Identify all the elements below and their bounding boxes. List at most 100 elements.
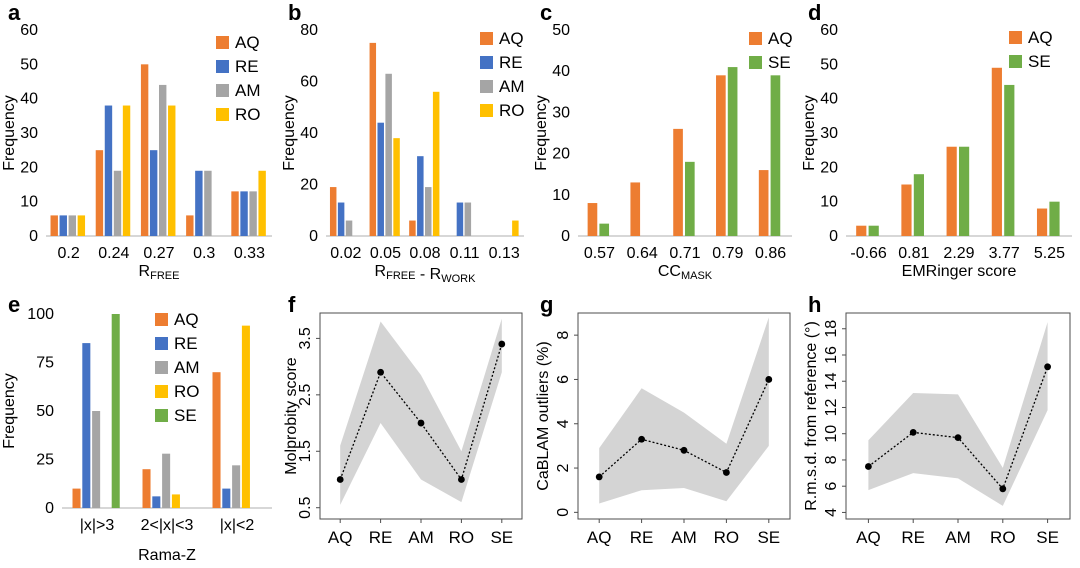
svg-text:8: 8 (823, 455, 840, 464)
svg-text:Molprobity score: Molprobity score (283, 357, 300, 474)
svg-text:AQ: AQ (328, 528, 353, 547)
svg-text:h: h (808, 292, 821, 317)
svg-text:40: 40 (300, 125, 318, 142)
svg-text:SE: SE (174, 406, 197, 425)
svg-text:10: 10 (552, 187, 570, 204)
svg-text:0.3: 0.3 (193, 245, 215, 262)
svg-text:RO: RO (174, 382, 200, 401)
svg-text:3.77: 3.77 (989, 245, 1020, 262)
svg-text:RE: RE (499, 53, 523, 72)
svg-text:0: 0 (555, 508, 572, 517)
svg-text:2<|x|<3: 2<|x|<3 (141, 517, 194, 534)
svg-text:4: 4 (823, 508, 840, 517)
svg-text:0.79: 0.79 (712, 245, 743, 262)
svg-text:60: 60 (20, 22, 38, 39)
svg-text:14: 14 (823, 372, 840, 390)
svg-text:0.05: 0.05 (370, 245, 401, 262)
svg-text:Frequency: Frequency (281, 95, 298, 171)
svg-text:2: 2 (555, 464, 572, 473)
svg-text:0: 0 (561, 228, 570, 245)
svg-text:0.5: 0.5 (297, 496, 314, 518)
svg-text:5.25: 5.25 (1034, 245, 1065, 262)
svg-text:EMRinger score: EMRinger score (902, 263, 1017, 280)
svg-text:12: 12 (823, 398, 840, 416)
svg-text:AQ: AQ (1028, 28, 1053, 47)
svg-text:Frequency: Frequency (1, 373, 18, 449)
svg-text:0.13: 0.13 (489, 245, 520, 262)
svg-text:0.08: 0.08 (409, 245, 440, 262)
svg-text:AM: AM (235, 81, 261, 100)
svg-text:SE: SE (1028, 52, 1051, 71)
svg-text:0.64: 0.64 (627, 245, 658, 262)
svg-text:c: c (540, 0, 552, 25)
svg-text:AQ: AQ (499, 29, 524, 48)
svg-text:AQ: AQ (768, 29, 793, 48)
svg-text:R.m.s.d. from reference (°): R.m.s.d. from reference (°) (803, 321, 820, 511)
svg-text:SE: SE (1036, 528, 1059, 547)
svg-text:10: 10 (820, 194, 838, 211)
svg-text:Frequency: Frequency (801, 95, 818, 171)
svg-text:50: 50 (552, 22, 570, 39)
svg-text:0.81: 0.81 (898, 245, 929, 262)
svg-text:60: 60 (820, 22, 838, 39)
svg-text:AQ: AQ (587, 528, 612, 547)
svg-text:30: 30 (20, 125, 38, 142)
svg-text:6: 6 (555, 375, 572, 384)
svg-text:0: 0 (829, 228, 838, 245)
svg-text:3.5: 3.5 (297, 327, 314, 349)
svg-text:RE: RE (630, 528, 654, 547)
svg-text:AM: AM (408, 528, 434, 547)
svg-text:50: 50 (20, 56, 38, 73)
svg-text:RO: RO (235, 105, 261, 124)
svg-text:RE: RE (369, 528, 393, 547)
svg-text:16: 16 (823, 346, 840, 364)
svg-text:RO: RO (990, 528, 1016, 547)
svg-text:f: f (288, 292, 296, 317)
svg-text:Frequency: Frequency (533, 95, 550, 171)
svg-text:AQ: AQ (174, 310, 199, 329)
svg-text:0.71: 0.71 (669, 245, 700, 262)
svg-text:-0.66: -0.66 (850, 245, 887, 262)
svg-text:25: 25 (36, 452, 54, 469)
svg-text:40: 40 (820, 91, 838, 108)
svg-text:0.86: 0.86 (755, 245, 786, 262)
svg-text:40: 40 (552, 63, 570, 80)
svg-text:Frequency: Frequency (1, 95, 18, 171)
svg-text:CaBLAM outliers (%): CaBLAM outliers (%) (535, 341, 552, 490)
svg-text:AM: AM (499, 77, 525, 96)
svg-text:20: 20 (820, 159, 838, 176)
svg-text:2.29: 2.29 (943, 245, 974, 262)
svg-text:a: a (8, 0, 21, 25)
svg-text:g: g (540, 292, 553, 317)
svg-text:100: 100 (27, 306, 54, 323)
svg-text:0.33: 0.33 (234, 245, 265, 262)
svg-text:0: 0 (309, 228, 318, 245)
svg-text:60: 60 (300, 74, 318, 91)
svg-text:80: 80 (300, 22, 318, 39)
svg-text:75: 75 (36, 355, 54, 372)
svg-text:AQ: AQ (856, 528, 881, 547)
svg-text:RO: RO (714, 528, 740, 547)
svg-text:20: 20 (300, 177, 318, 194)
svg-text:0.27: 0.27 (143, 245, 174, 262)
svg-text:Rama-Z: Rama-Z (138, 547, 196, 564)
svg-text:0.02: 0.02 (330, 245, 361, 262)
svg-text:50: 50 (820, 56, 838, 73)
svg-text:|x|>3: |x|>3 (80, 517, 115, 534)
svg-text:RE: RE (235, 57, 259, 76)
svg-text:40: 40 (20, 91, 38, 108)
svg-text:30: 30 (820, 125, 838, 142)
svg-text:18: 18 (823, 320, 840, 338)
svg-text:AM: AM (174, 358, 200, 377)
svg-text:6: 6 (823, 482, 840, 491)
svg-text:20: 20 (552, 146, 570, 163)
svg-text:20: 20 (20, 159, 38, 176)
svg-text:RO: RO (499, 101, 525, 120)
svg-text:AM: AM (671, 528, 697, 547)
svg-text:8: 8 (555, 331, 572, 340)
svg-text:SE: SE (768, 53, 791, 72)
svg-text:RE: RE (174, 334, 198, 353)
svg-text:0.11: 0.11 (450, 245, 480, 262)
svg-text:SE: SE (757, 528, 780, 547)
svg-text:e: e (8, 292, 20, 317)
